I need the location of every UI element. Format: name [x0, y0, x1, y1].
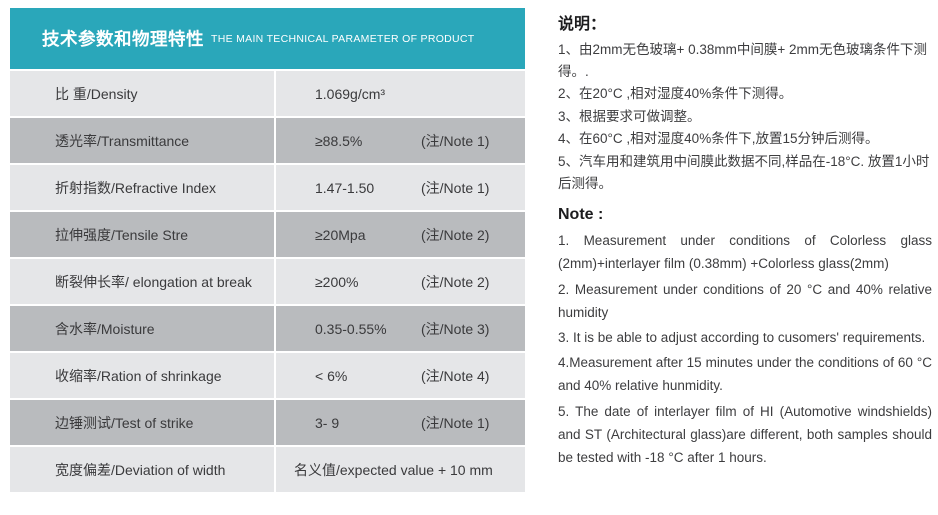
row-note-ref: (注/Note 1) — [421, 132, 490, 149]
table-row-elongation: 断裂伸长率/ elongation at break ≥200% (注/Note… — [10, 259, 525, 304]
row-value-cell: 名义值/expected value + 10 mm — [276, 447, 525, 492]
row-value-cell: 1.069g/cm³ — [276, 71, 525, 116]
row-value-cell: < 6% (注/Note 4) — [276, 353, 525, 398]
row-label: 断裂伸长率/ elongation at break — [10, 259, 274, 304]
note-zh-4: 4、在60°C ,相对湿度40%条件下,放置15分钟后测得。 — [558, 131, 879, 147]
table-title-en: THE MAIN TECHNICAL PARAMETER OF PRODUCT — [211, 32, 475, 45]
row-label: 宽度偏差/Deviation of width — [10, 447, 274, 492]
technical-parameter-table: 技术参数和物理特性 THE MAIN TECHNICAL PARAMETER O… — [10, 8, 525, 494]
row-note-ref: (注/Note 4) — [421, 367, 490, 384]
row-value: 3- 9 — [315, 414, 340, 431]
table-title-zh: 技术参数和物理特性 — [42, 29, 204, 49]
row-note-ref: (注/Note 3) — [421, 320, 490, 337]
row-note-ref: (注/Note 1) — [421, 179, 490, 196]
table-header-banner: 技术参数和物理特性 THE MAIN TECHNICAL PARAMETER O… — [10, 8, 525, 69]
row-value: < 6% — [315, 367, 348, 384]
note-en-3: 3. It is be able to adjust according to … — [558, 330, 926, 346]
note-en-4: 4.Measurement after 15 minutes under the… — [558, 355, 932, 394]
row-label: 拉伸强度/Tensile Stre — [10, 212, 274, 257]
row-value-cell: ≥200% (注/Note 2) — [276, 259, 525, 304]
note-zh-3: 3、根据要求可做调整。 — [558, 108, 701, 124]
notes-section-chinese: 说明： 1、由2mm无色玻璃+ 0.38mm中间膜+ 2mm无色玻璃条件下测得。… — [558, 10, 932, 194]
notes-heading-zh: 说明： — [558, 16, 607, 33]
row-value-cell: 3- 9 (注/Note 1) — [276, 400, 525, 445]
row-note-ref: (注/Note 2) — [421, 273, 490, 290]
table-row-width-deviation: 宽度偏差/Deviation of width 名义值/expected val… — [10, 447, 525, 492]
row-value: ≥88.5% — [315, 132, 363, 149]
note-en-2: 2. Measurement under conditions of 20 °C… — [558, 281, 932, 320]
row-label: 边锤测试/Test of strike — [10, 400, 274, 445]
row-value: 1.069g/cm³ — [315, 85, 386, 102]
row-note-ref: (注/Note 2) — [421, 226, 490, 243]
row-value-cell: ≥88.5% (注/Note 1) — [276, 118, 525, 163]
table-row-density: 比 重/Density 1.069g/cm³ — [10, 71, 525, 116]
row-note-ref: (注/Note 1) — [421, 414, 490, 431]
row-value: 0.35-0.55% — [315, 320, 387, 337]
row-value-cell: ≥20Mpa (注/Note 2) — [276, 212, 525, 257]
row-label: 透光率/Transmittance — [10, 118, 274, 163]
notes-heading-en: Note : — [558, 206, 604, 224]
note-zh-5: 5、汽车用和建筑用中间膜此数据不同,样品在-18°C. 放置1小时后测得。 — [558, 153, 930, 191]
row-label: 含水率/Moisture — [10, 306, 274, 351]
notes-section-english: Note : 1. Measurement under conditions o… — [558, 206, 932, 469]
row-label: 收缩率/Ration of shrinkage — [10, 353, 274, 398]
row-value: ≥200% — [315, 273, 359, 290]
table-row-moisture: 含水率/Moisture 0.35-0.55% (注/Note 3) — [10, 306, 525, 351]
row-label: 比 重/Density — [10, 71, 274, 116]
table-row-refractive-index: 折射指数/Refractive Index 1.47-1.50 (注/Note … — [10, 165, 525, 210]
row-value-cell: 1.47-1.50 (注/Note 1) — [276, 165, 525, 210]
notes-panel: 说明： 1、由2mm无色玻璃+ 0.38mm中间膜+ 2mm无色玻璃条件下测得。… — [558, 4, 932, 471]
row-value: 名义值/expected value + 10 mm — [294, 461, 493, 478]
row-value: 1.47-1.50 — [315, 179, 375, 196]
row-label: 折射指数/Refractive Index — [10, 165, 274, 210]
table-row-transmittance: 透光率/Transmittance ≥88.5% (注/Note 1) — [10, 118, 525, 163]
table-row-shrinkage: 收缩率/Ration of shrinkage < 6% (注/Note 4) — [10, 353, 525, 398]
table-row-test-of-strike: 边锤测试/Test of strike 3- 9 (注/Note 1) — [10, 400, 525, 445]
row-value: ≥20Mpa — [315, 226, 366, 243]
table-row-tensile-strength: 拉伸强度/Tensile Stre ≥20Mpa (注/Note 2) — [10, 212, 525, 257]
note-en-1: 1. Measurement under conditions of Color… — [558, 233, 932, 272]
note-zh-1: 1、由2mm无色玻璃+ 0.38mm中间膜+ 2mm无色玻璃条件下测得。. — [558, 42, 928, 79]
note-en-5: 5. The date of interlayer film of HI (Au… — [558, 403, 932, 466]
row-value-cell: 0.35-0.55% (注/Note 3) — [276, 306, 525, 351]
note-zh-2: 2、在20°C ,相对湿度40%条件下测得。 — [558, 86, 793, 102]
